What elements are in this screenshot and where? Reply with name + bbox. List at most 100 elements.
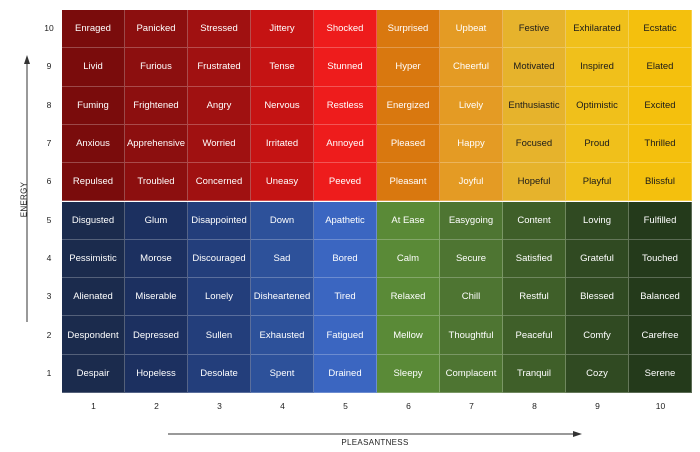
mood-cell: Satisfied [503, 239, 566, 279]
mood-cell: Cozy [566, 354, 629, 393]
mood-cell: Carefree [629, 316, 692, 355]
mood-cell: Concerned [188, 163, 251, 202]
mood-cell: Mellow [377, 316, 440, 355]
mood-cell: Exhilarated [566, 10, 629, 49]
x-axis-arrow [168, 431, 582, 437]
mood-cell: Irritated [251, 124, 314, 164]
mood-cell: Blissful [629, 163, 692, 202]
mood-cell: Complacent [440, 354, 503, 393]
mood-cell: Depressed [125, 316, 188, 355]
mood-cell: Sad [251, 239, 314, 279]
mood-cell: Enthusiastic [503, 86, 566, 125]
mood-cell: Despondent [62, 316, 125, 355]
mood-cell: Secure [440, 239, 503, 279]
mood-cell: At Ease [377, 201, 440, 240]
mood-cell: Calm [377, 239, 440, 279]
y-tick-label: 9 [46, 61, 52, 72]
y-axis-label: ENERGY [19, 181, 29, 218]
x-tick-label: 3 [217, 401, 222, 411]
mood-cell: Fatigued [314, 316, 377, 355]
mood-cell: Hyper [377, 48, 440, 87]
mood-cell: Morose [125, 239, 188, 279]
mood-cell: Glum [125, 201, 188, 240]
mood-cell: Lonely [188, 278, 251, 317]
mood-cell: Disgusted [62, 201, 125, 240]
mood-cell: Grateful [566, 239, 629, 279]
mood-cell: Serene [629, 354, 692, 393]
mood-cell: Spent [251, 354, 314, 393]
mood-cell: Chill [440, 278, 503, 317]
x-tick-label: 8 [532, 401, 537, 411]
mood-cell: Down [251, 201, 314, 240]
y-tick-label: 5 [46, 214, 52, 225]
mood-cell: Energized [377, 86, 440, 125]
mood-cell: Cheerful [440, 48, 503, 87]
x-tick-label: 4 [280, 401, 285, 411]
mood-cell: Joyful [440, 163, 503, 202]
mood-cell: Apathetic [314, 201, 377, 240]
mood-cell: Hopeful [503, 163, 566, 202]
mood-cell: Balanced [629, 278, 692, 317]
mood-cell: Disappointed [188, 201, 251, 240]
mood-cell: Proud [566, 124, 629, 164]
mood-cell: Easygoing [440, 201, 503, 240]
mood-cell: Tranquil [503, 354, 566, 393]
mood-cell: Inspired [566, 48, 629, 87]
mood-cell: Restful [503, 278, 566, 317]
mood-cell: Pleasant [377, 163, 440, 202]
mood-cell: Annoyed [314, 124, 377, 164]
mood-cell: Enraged [62, 10, 125, 49]
y-tick-label: 1 [46, 367, 52, 378]
mood-cell: Loving [566, 201, 629, 240]
y-tick-label: 7 [46, 138, 52, 149]
mood-cell: Peeved [314, 163, 377, 202]
mood-cell: Pessimistic [62, 239, 125, 279]
mood-cell: Worried [188, 124, 251, 164]
mood-cell: Fulfilled [629, 201, 692, 240]
y-tick-label: 4 [46, 252, 52, 263]
mood-cell: Troubled [125, 163, 188, 202]
mood-cell: Angry [188, 86, 251, 125]
mood-cell: Motivated [503, 48, 566, 87]
mood-cell: Playful [566, 163, 629, 202]
mood-cell: Frustrated [188, 48, 251, 87]
mood-cell: Relaxed [377, 278, 440, 317]
mood-cell: Excited [629, 86, 692, 125]
mood-cell: Sullen [188, 316, 251, 355]
x-tick-label: 2 [154, 401, 159, 411]
mood-cell: Drained [314, 354, 377, 393]
mood-cell: Touched [629, 239, 692, 279]
x-axis-label: PLEASANTNESS [341, 438, 409, 447]
mood-cell: Exhausted [251, 316, 314, 355]
mood-cell: Tense [251, 48, 314, 87]
mood-cell: Tired [314, 278, 377, 317]
x-tick-label: 6 [406, 401, 411, 411]
x-tick-label: 10 [655, 401, 666, 411]
mood-cell: Focused [503, 124, 566, 164]
mood-cell: Stunned [314, 48, 377, 87]
mood-cell: Blessed [566, 278, 629, 317]
mood-cell: Livid [62, 48, 125, 87]
y-tick-label: 6 [46, 176, 52, 187]
mood-cell: Sleepy [377, 354, 440, 393]
x-tick-label: 1 [91, 401, 96, 411]
mood-cell: Shocked [314, 10, 377, 49]
mood-cell: Uneasy [251, 163, 314, 202]
mood-cell: Lively [440, 86, 503, 125]
mood-cell: Anxious [62, 124, 125, 164]
y-tick-label: 8 [46, 99, 52, 110]
y-axis-arrow [24, 55, 30, 322]
mood-cell: Festive [503, 10, 566, 49]
y-tick-label: 2 [46, 329, 52, 340]
mood-cell: Thoughtful [440, 316, 503, 355]
mood-cell: Despair [62, 354, 125, 393]
mood-cell: Content [503, 201, 566, 240]
mood-cell: Thrilled [629, 124, 692, 164]
mood-cell: Surprised [377, 10, 440, 49]
mood-cell: Bored [314, 239, 377, 279]
mood-cell: Hopeless [125, 354, 188, 393]
mood-cell: Furious [125, 48, 188, 87]
mood-cell: Comfy [566, 316, 629, 355]
